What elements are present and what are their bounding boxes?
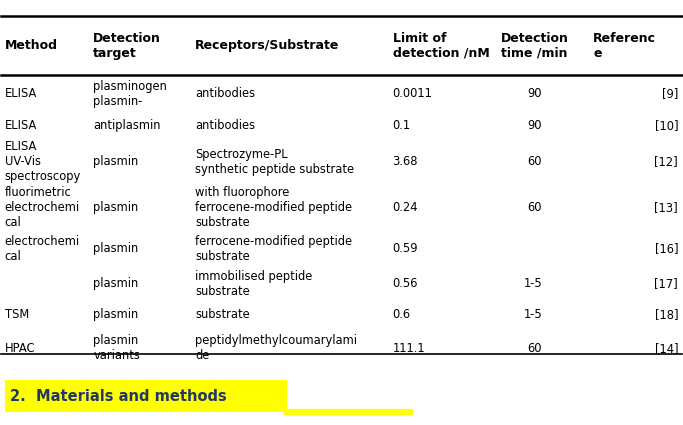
Text: [18]: [18]	[654, 308, 678, 320]
Text: antibodies: antibodies	[195, 119, 255, 132]
Text: 90: 90	[528, 119, 542, 132]
Text: Receptors/Substrate: Receptors/Substrate	[195, 39, 339, 52]
Text: [12]: [12]	[654, 155, 678, 168]
Text: 2.  Materials and methods: 2. Materials and methods	[10, 389, 227, 404]
Text: [9]: [9]	[662, 88, 678, 100]
Text: 60: 60	[528, 201, 542, 214]
Text: 0.0011: 0.0011	[393, 88, 432, 100]
Text: Detection
target: Detection target	[93, 32, 161, 60]
Text: [16]: [16]	[654, 242, 678, 255]
Text: 0.6: 0.6	[393, 308, 410, 320]
Text: Referenc
e: Referenc e	[593, 32, 656, 60]
Text: ELISA: ELISA	[5, 119, 37, 132]
Text: 90: 90	[528, 88, 542, 100]
Text: plasmin: plasmin	[93, 308, 139, 320]
Text: substrate: substrate	[195, 308, 250, 320]
Text: 3.68: 3.68	[393, 155, 418, 168]
Text: 0.59: 0.59	[393, 242, 418, 255]
Text: plasmin: plasmin	[93, 278, 139, 290]
Text: 0.1: 0.1	[393, 119, 410, 132]
Text: TSM: TSM	[5, 308, 29, 320]
Text: with fluorophore
ferrocene-modified peptide
substrate: with fluorophore ferrocene-modified pept…	[195, 186, 352, 229]
Text: plasmin: plasmin	[93, 155, 139, 168]
Text: electrochemi
cal: electrochemi cal	[5, 235, 80, 263]
Text: ferrocene-modified peptide
substrate: ferrocene-modified peptide substrate	[195, 235, 352, 263]
Text: 60: 60	[528, 155, 542, 168]
Text: antiplasmin: antiplasmin	[93, 119, 161, 132]
Text: ELISA: ELISA	[5, 88, 37, 100]
Text: plasmin: plasmin	[93, 242, 139, 255]
Text: 1-5: 1-5	[523, 308, 542, 320]
Text: 0.56: 0.56	[393, 278, 418, 290]
Text: [13]: [13]	[654, 201, 678, 214]
FancyBboxPatch shape	[5, 380, 287, 412]
Text: 111.1: 111.1	[393, 342, 425, 355]
Text: plasminogen
plasmin-: plasminogen plasmin-	[93, 80, 167, 108]
Text: [17]: [17]	[654, 278, 678, 290]
Text: peptidylmethylcoumarylami
de: peptidylmethylcoumarylami de	[195, 334, 357, 363]
Text: 60: 60	[528, 342, 542, 355]
Text: plasmin: plasmin	[93, 201, 139, 214]
Text: fluorimetric
electrochemi
cal: fluorimetric electrochemi cal	[5, 186, 80, 229]
Text: immobilised peptide
substrate: immobilised peptide substrate	[195, 270, 313, 298]
Text: ELISA
UV-Vis
spectroscopy: ELISA UV-Vis spectroscopy	[5, 140, 81, 183]
Text: antibodies: antibodies	[195, 88, 255, 100]
Text: Method: Method	[5, 39, 58, 52]
Text: [10]: [10]	[654, 119, 678, 132]
Text: HPAC: HPAC	[5, 342, 36, 355]
Text: 0.24: 0.24	[393, 201, 418, 214]
Text: 1-5: 1-5	[523, 278, 542, 290]
Text: [14]: [14]	[654, 342, 678, 355]
Text: Spectrozyme-PL
synthetic peptide substrate: Spectrozyme-PL synthetic peptide substra…	[195, 148, 354, 176]
Text: Limit of
detection /nM: Limit of detection /nM	[393, 32, 489, 60]
Text: plasmin
variants: plasmin variants	[93, 334, 140, 363]
Text: Detection
time /min: Detection time /min	[501, 32, 569, 60]
